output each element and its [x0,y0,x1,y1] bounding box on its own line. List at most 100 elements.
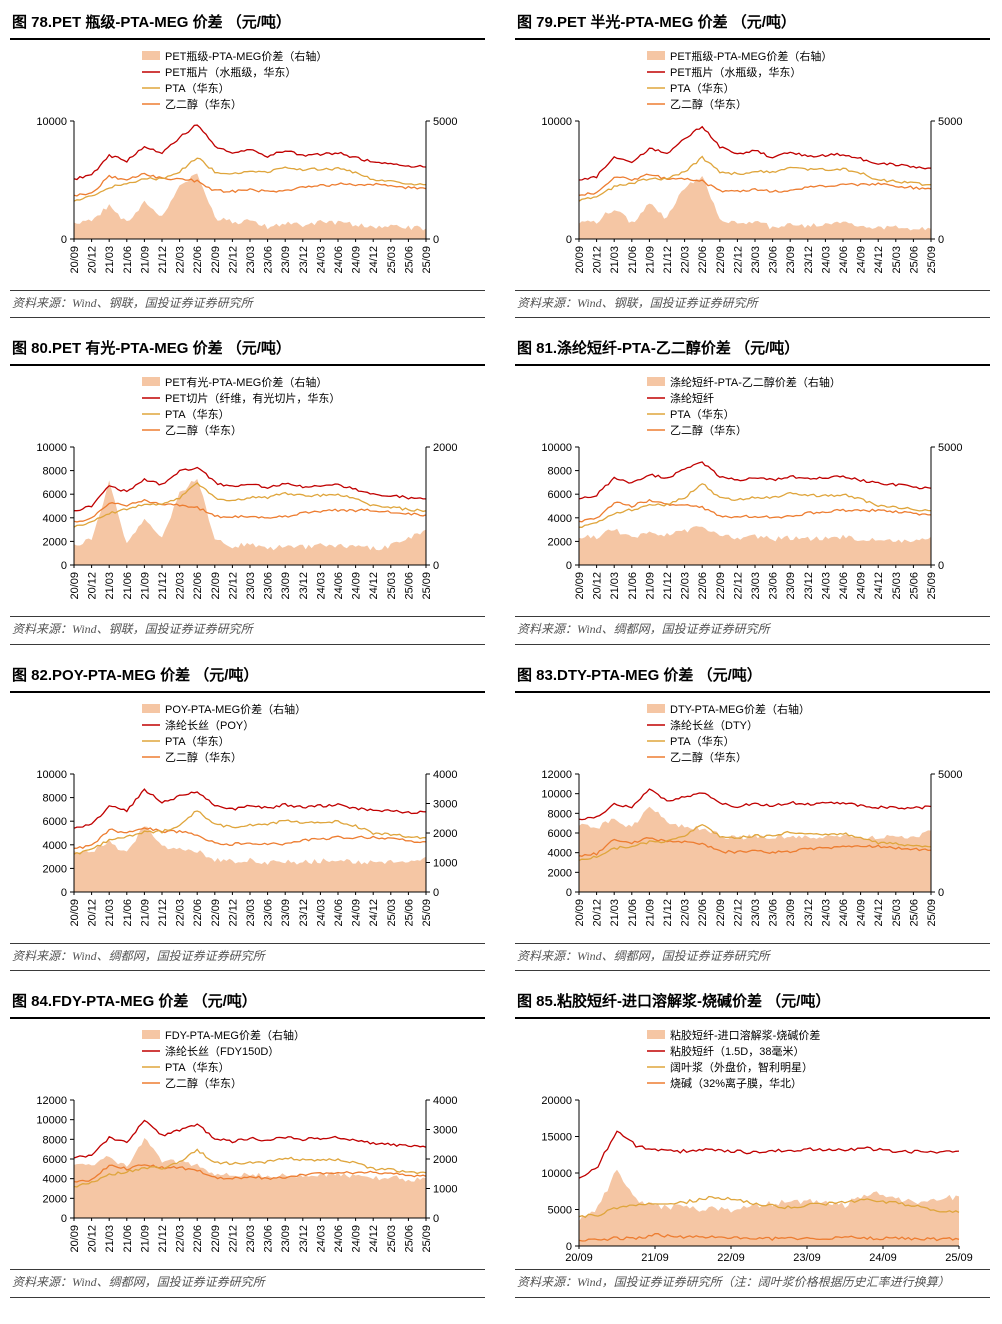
x-tick-label: 21/06 [627,246,639,274]
right-tick-label: 2000 [433,828,457,840]
legend-label: 粘胶短纤-进口溶解浆-烧碱价差 [670,1028,820,1042]
x-tick-label: 22/09 [715,572,727,600]
right-tick-label: 1000 [433,857,457,869]
line-series [578,836,932,857]
x-tick-label: 21/03 [609,246,621,274]
x-tick-label: 21/03 [104,899,116,927]
chart-wrap: 0 2000 4000 6000 8000 10000 12000 0 5000 20/09 20/… [515,693,990,943]
chart-wrap: 0 2000 4000 6000 8000 10000 0 5000 20/09 20/12 21/… [515,366,990,616]
legend-label: 乙二醇（华东） [165,97,242,111]
right-tick-label: 2000 [433,442,457,454]
legend-label: 乙二醇（华东） [670,97,747,111]
chart-wrap: 0 10000 0 5000 20/09 20/12 21/03 21/06 21/09 21/1… [10,40,485,290]
x-tick-label: 22/12 [227,246,239,274]
x-tick-label: 22/06 [192,246,204,274]
x-tick-label: 21/12 [157,1225,169,1253]
x-tick-label: 22/06 [697,899,709,927]
figure-source: 资料来源：Wind、绸都网，国投证券证券研究所 [10,1269,485,1298]
figure-block: 图 83.DTY-PTA-MEG 价差 （元/吨） 0 2000 4000 6000 8… [515,661,990,972]
chart-wrap: 0 10000 0 5000 20/09 20/12 21/03 21/06 21/09 21/1… [515,40,990,290]
x-tick-label: 20/12 [592,572,604,600]
left-tick-label: 0 [566,1241,572,1253]
x-tick-label: 21/12 [662,899,674,927]
legend-area-swatch [142,377,160,387]
left-tick-label: 6000 [548,490,572,502]
x-tick-label: 22/09 [210,899,222,927]
x-tick-label: 24/06 [333,1225,345,1253]
x-tick-label: 24/03 [315,572,327,600]
x-tick-label: 25/03 [386,1225,398,1253]
x-tick-label: 22/09 [717,1252,745,1264]
x-tick-label: 23/06 [263,899,275,927]
x-tick-label: 20/09 [69,1225,81,1253]
left-tick-label: 10000 [36,116,67,128]
x-tick-label: 21/12 [157,572,169,600]
right-tick-label: 0 [433,560,439,572]
x-tick-label: 25/03 [891,572,903,600]
x-tick-label: 23/12 [298,572,310,600]
left-tick-label: 0 [566,560,572,572]
figure-source: 资料来源：Wind、钢联，国投证券证券研究所 [515,290,990,319]
x-tick-label: 21/06 [122,899,134,927]
x-tick-label: 25/03 [891,246,903,274]
left-tick-label: 20000 [541,1095,572,1107]
left-tick-label: 12000 [36,1095,67,1107]
right-tick-label: 3000 [433,798,457,810]
x-tick-label: 21/12 [662,572,674,600]
left-tick-label: 2000 [43,537,67,549]
legend-area-swatch [647,51,665,60]
figure-source: 资料来源：Wind、钢联，国投证券证券研究所 [10,616,485,645]
x-tick-label: 22/12 [227,899,239,927]
chart-svg: 0 5000 10000 15000 20000 20/09 21/09 22/09 23/09… [541,1028,973,1264]
left-tick-label: 6000 [43,816,67,828]
legend-label: 涤纶短纤 [670,391,714,405]
left-tick-label: 4000 [43,1174,67,1186]
figure-block: 图 79.PET 半光-PTA-MEG 价差 （元/吨） 0 10000 0 5000… [515,8,990,319]
area-series [74,479,426,566]
legend-area-swatch [142,51,160,60]
legend-label: PTA（华东） [165,1060,230,1074]
left-tick-label: 4000 [548,847,572,859]
x-tick-label: 24/03 [315,246,327,274]
x-tick-label: 23/03 [750,899,762,927]
area-series [74,173,426,239]
x-tick-label: 24/09 [351,899,363,927]
x-tick-label: 25/06 [908,572,920,600]
legend-label: 阔叶浆（外盘价，智利明星） [670,1060,813,1074]
x-tick-label: 23/03 [750,572,762,600]
x-tick-label: 21/12 [157,246,169,274]
x-tick-label: 24/03 [315,899,327,927]
line-series [73,1164,427,1183]
x-tick-label: 22/06 [697,572,709,600]
right-tick-label: 0 [433,887,439,899]
x-tick-label: 24/09 [856,572,868,600]
line-series [578,823,932,861]
figure-title: 图 79.PET 半光-PTA-MEG 价差 （元/吨） [515,8,990,40]
x-tick-label: 24/12 [368,1225,380,1253]
legend-label: 烧碱（32%离子膜，华北） [670,1076,802,1090]
figures-grid: 图 78.PET 瓶级-PTA-MEG 价差 （元/吨） 0 10000 0 5000… [10,8,990,1298]
x-tick-label: 20/12 [592,899,604,927]
left-tick-label: 12000 [541,769,572,781]
figure-source: 资料来源：Wind、钢联，国投证券证券研究所 [10,290,485,319]
x-tick-label: 21/06 [122,572,134,600]
x-tick-label: 21/03 [104,1225,116,1253]
left-tick-label: 2000 [43,1194,67,1206]
area-series [74,1138,426,1219]
x-tick-label: 23/12 [298,246,310,274]
figure-block: 图 81.涤纶短纤-PTA-乙二醇价差 （元/吨） 0 2000 4000 6000 8… [515,334,990,645]
x-tick-label: 24/09 [869,1252,897,1264]
x-tick-label: 24/12 [368,899,380,927]
x-tick-label: 23/03 [245,899,257,927]
x-tick-label: 21/06 [627,572,639,600]
x-tick-label: 20/12 [87,899,99,927]
x-tick-label: 20/12 [87,1225,99,1253]
right-tick-label: 5000 [433,116,457,128]
x-tick-label: 23/12 [298,1225,310,1253]
x-tick-label: 22/03 [680,899,692,927]
x-tick-label: 25/09 [926,246,938,274]
x-tick-label: 21/09 [139,899,151,927]
x-tick-label: 22/03 [175,246,187,274]
x-tick-label: 25/09 [945,1252,973,1264]
